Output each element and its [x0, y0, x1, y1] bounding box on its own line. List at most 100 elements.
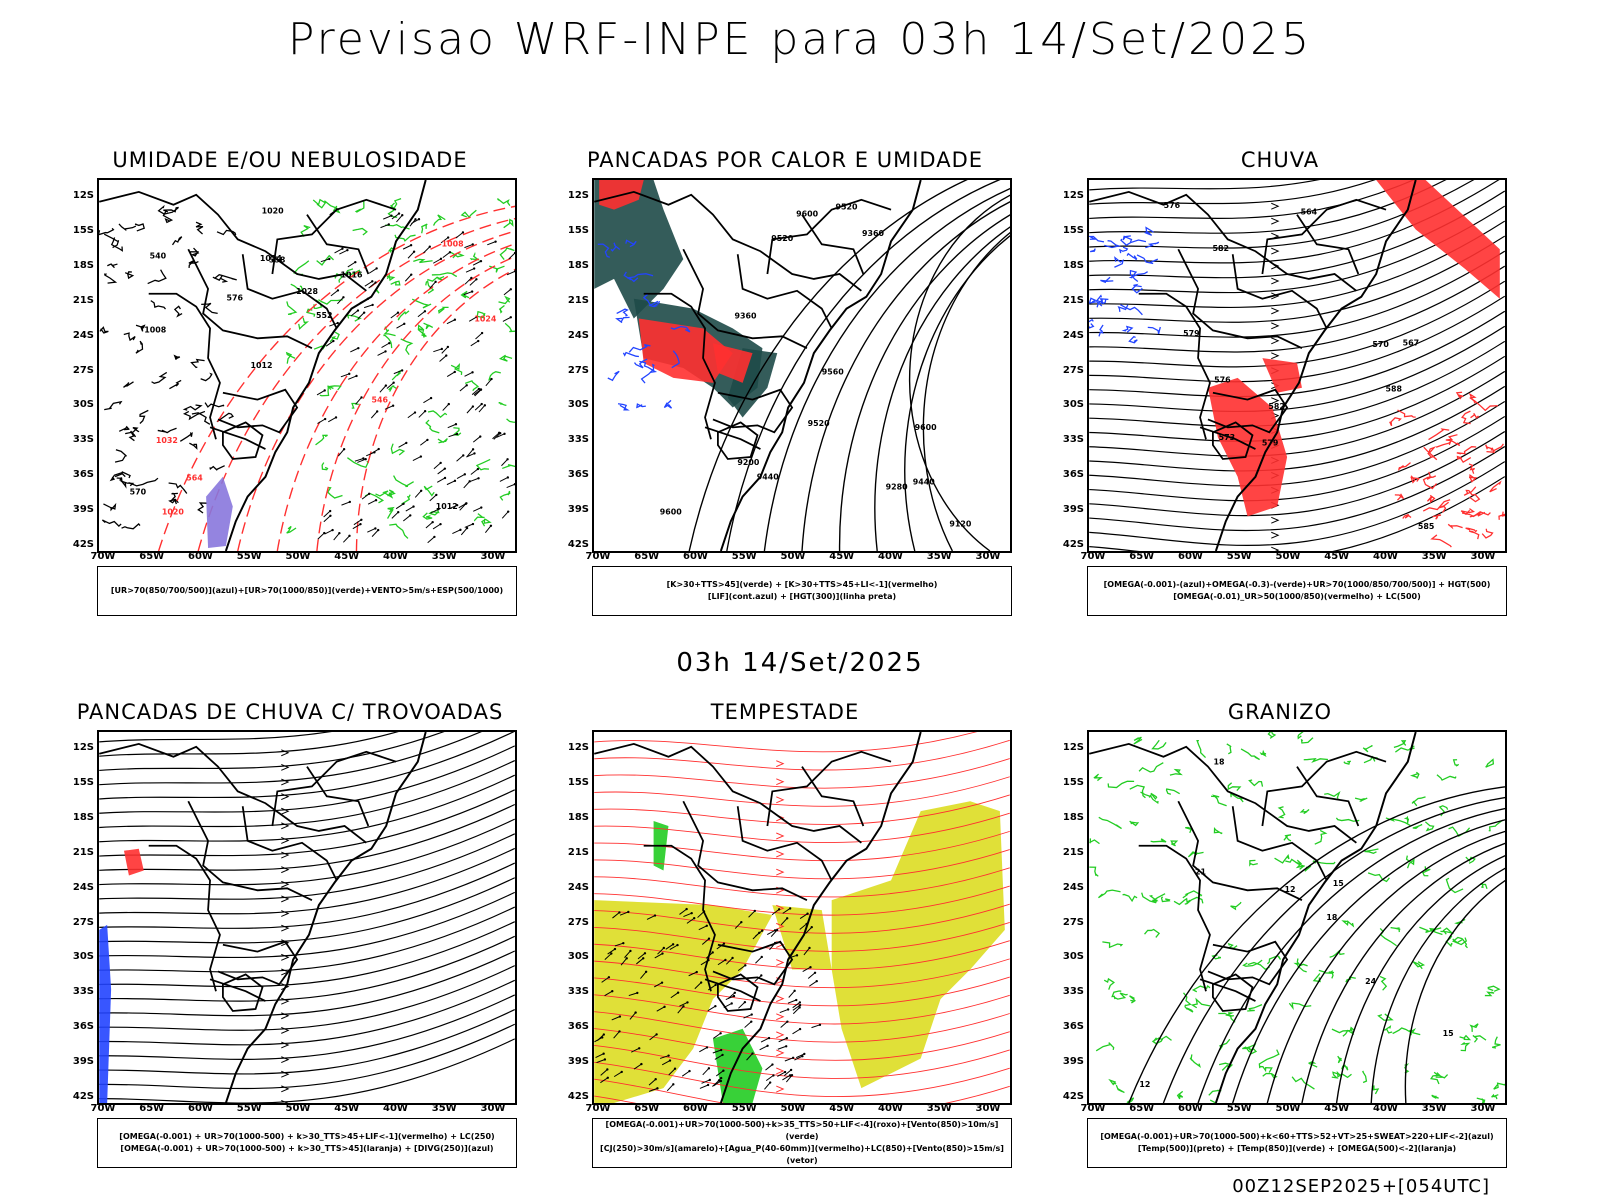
pressure-isobars-contour: [173, 354, 181, 360]
streamline: [99, 906, 515, 973]
heat-red-area: [638, 318, 733, 383]
wind-vector-head: [613, 947, 617, 951]
wind-vector: [499, 477, 509, 482]
map-canvas: 12 15 18 21 24 15 18 12: [1089, 732, 1505, 1103]
wind-vector: [640, 971, 647, 979]
wind-vector: [666, 1083, 674, 1092]
wind-vector: [725, 957, 733, 965]
divg-blue: [99, 924, 112, 1103]
contour-label: 552: [316, 311, 333, 320]
wind-vector: [381, 342, 390, 348]
wind-vector: [447, 423, 457, 429]
wind-vector-head: [346, 248, 349, 252]
streamline: [99, 979, 515, 1046]
temp850-green-contour: [1445, 935, 1453, 948]
pressure-isobars-contour: [116, 477, 127, 489]
wind-vector-head: [798, 1027, 802, 1031]
streamline: [99, 950, 515, 1017]
wind-vector-head: [473, 452, 476, 455]
wind-vector-head: [766, 1044, 769, 1047]
forecast-time-title: 03h 14/Set/2025: [676, 648, 924, 678]
wind-vector-head: [362, 457, 365, 460]
lon-tick-label: 35W: [431, 551, 457, 562]
wind-vector: [379, 385, 387, 393]
streamline-arrow: [776, 832, 785, 840]
streamline: [99, 732, 482, 786]
contour-label: 564: [1301, 208, 1318, 217]
rain-red-area: [1376, 180, 1500, 299]
temp850-green-contour: [1209, 1099, 1218, 1103]
wind-vector: [380, 223, 389, 229]
humidity-green-contour: [427, 410, 448, 419]
contour-label: 9120: [949, 520, 972, 529]
lat-tick-label: 15S: [567, 776, 589, 788]
wind-vector: [637, 952, 646, 960]
wind-vector-head: [801, 1055, 804, 1058]
wind-vector-head: [671, 943, 675, 946]
panel-legend: [K>30+TTS>45](verde) + [K>30+TTS>45+LI<-…: [592, 566, 1012, 616]
humidity-green-contour: [411, 298, 432, 309]
wind-vector-head: [513, 251, 515, 255]
wind-vectors: [594, 907, 822, 1092]
border-line: [594, 742, 862, 844]
temp850-green-contour: [1393, 740, 1407, 748]
border-line: [1296, 214, 1360, 275]
wind-vector: [441, 346, 449, 354]
isoline: [904, 235, 1010, 551]
humidity-green-contour: [346, 314, 362, 322]
wind-vector: [472, 436, 481, 443]
wind-vector: [347, 261, 356, 268]
wind-vector-head: [489, 524, 493, 527]
wind-vector: [333, 532, 340, 541]
wind-vector: [328, 417, 337, 423]
humidity-green-contour: [499, 490, 511, 501]
wind-vector: [353, 519, 362, 526]
lat-tick-label: 24S: [1062, 881, 1084, 893]
wind-vector-head: [390, 214, 393, 217]
wind-vector-head: [364, 458, 367, 461]
rain-red-scatter-contour: [1469, 474, 1478, 483]
wind-vector: [612, 912, 620, 919]
wind-vector: [405, 506, 414, 512]
lon-tick-label: 65W: [634, 1103, 660, 1114]
wind-vector-head: [362, 311, 366, 314]
omega-blue-contour: [1128, 271, 1148, 279]
humidity-green-contour: [425, 419, 440, 434]
rain-red-scatter-contour: [1447, 523, 1463, 530]
wind-vector-head: [348, 500, 352, 504]
map-frame: [592, 730, 1012, 1105]
lat-tick-label: 33S: [72, 986, 94, 998]
omega-blue-contour: [1122, 235, 1133, 243]
contour-label: 1008: [442, 240, 465, 249]
wind-vector-head: [471, 371, 474, 374]
streamline-arrow: [281, 851, 290, 859]
wind-vector: [391, 213, 400, 220]
temp850-green-contour: [1184, 896, 1204, 905]
wind-vector-head: [459, 528, 462, 532]
rain-red-scatter-contour: [1489, 480, 1502, 493]
political-borders: [99, 190, 397, 460]
wind-vector-head: [455, 432, 459, 436]
lat-tick-label: 36S: [1062, 1021, 1084, 1033]
humidity-green-contour: [473, 513, 485, 522]
wind-vector: [604, 990, 613, 997]
wind-vector-head: [750, 1020, 753, 1023]
legend-line: [K>30+TTS>45](verde) + [K>30+TTS>45+LI<-…: [666, 580, 938, 589]
pressure-isobars-contour: [139, 340, 144, 346]
streamline-arrow: [1271, 247, 1280, 255]
wind-vector-head: [760, 955, 763, 959]
temp850-green-contour: [1412, 961, 1426, 970]
rain-red-scatter-contour: [1397, 462, 1411, 472]
lat-tick-label: 18S: [72, 811, 94, 823]
wind-vector-head: [714, 1004, 717, 1008]
contour-label: 570: [130, 488, 147, 497]
rain-red-scatter-contour: [1435, 440, 1461, 448]
streamline: [1089, 325, 1505, 413]
wind-vector-head: [342, 448, 346, 451]
lon-tick-label: 35W: [431, 1103, 457, 1114]
wind-vector-head: [760, 974, 763, 977]
streamline: [594, 812, 1010, 844]
wind-vector-head: [803, 1052, 806, 1056]
panel-umidade: UMIDADE E/OU NEBULOSIDADE 12S 15S 18S 21S 24S…: [50, 148, 530, 628]
heat-green: [594, 180, 778, 418]
